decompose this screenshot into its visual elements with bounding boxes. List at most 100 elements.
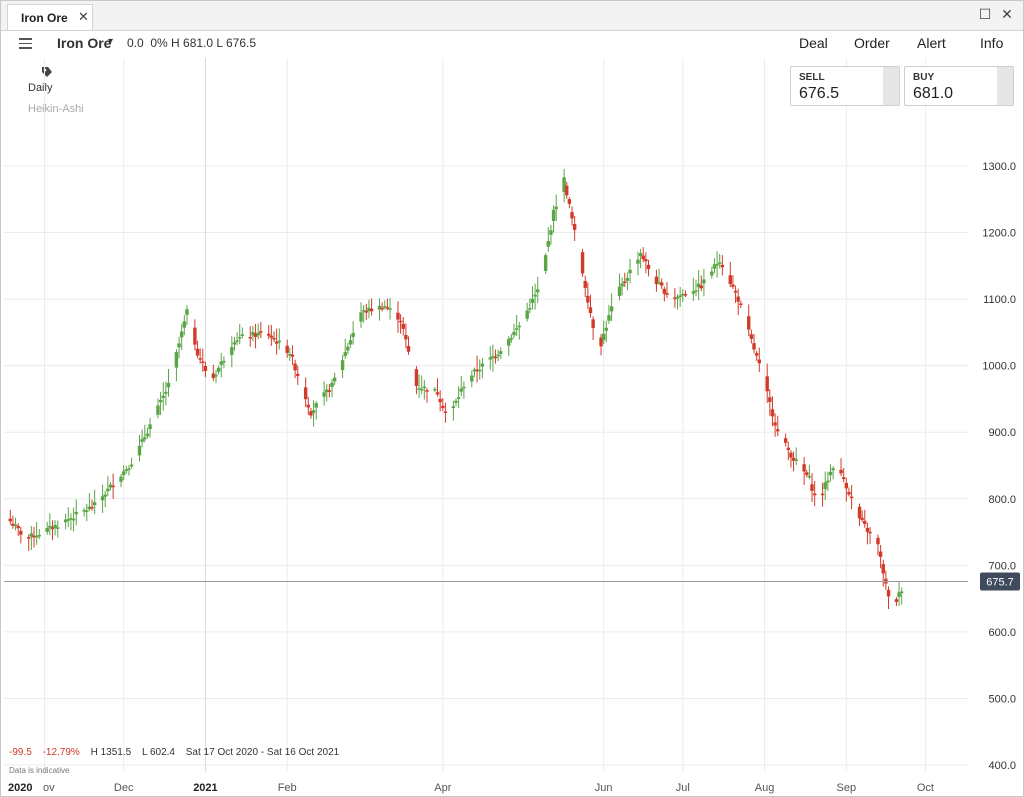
buy-button[interactable]: BUY 681.0: [904, 66, 1014, 106]
buy-label: BUY: [913, 72, 935, 83]
candle-body: [749, 334, 754, 339]
candle-body: [216, 367, 221, 372]
candle-body: [346, 346, 350, 351]
close-tab-icon[interactable]: ✕: [78, 9, 89, 24]
candle-body: [660, 282, 664, 286]
candle-body: [425, 390, 429, 392]
candle-body: [34, 535, 39, 538]
candle-body: [863, 520, 867, 524]
candle-body: [406, 345, 411, 352]
candle-body: [119, 476, 123, 482]
x-tick-label: 2020: [8, 782, 32, 794]
info-button[interactable]: Info: [980, 35, 1004, 51]
candle-body: [129, 464, 134, 467]
tab-iron-ore[interactable]: Iron Ore ✕: [7, 4, 93, 30]
candle-body: [662, 288, 667, 294]
candle-body: [174, 352, 179, 368]
candle-body: [459, 388, 463, 392]
candle-body: [367, 307, 371, 312]
candle-body: [240, 334, 245, 336]
candle-body: [383, 306, 387, 308]
candle-body: [699, 285, 703, 289]
candle-body: [71, 518, 76, 521]
x-tick-label: ov: [43, 782, 55, 794]
candle-body: [712, 264, 717, 269]
candle-body: [143, 437, 147, 440]
candle-body: [285, 345, 289, 353]
buy-button-strip: [997, 67, 1013, 105]
candle-body: [609, 306, 614, 312]
alert-button[interactable]: Alert: [917, 35, 946, 51]
toolbar: Iron Ore ▾ 0.0 0% H 681.0 L 676.5 Deal O…: [1, 31, 1023, 77]
candle-body: [388, 308, 392, 310]
candle-body: [251, 332, 255, 336]
candle-body: [161, 395, 165, 398]
candles: [8, 168, 904, 610]
x-tick-label: Feb: [278, 782, 297, 794]
candle-body: [63, 519, 68, 523]
candle-body: [69, 518, 73, 520]
candle-body: [747, 316, 751, 330]
candle-body: [385, 307, 390, 309]
candle-body: [82, 509, 86, 512]
chevron-down-icon[interactable]: ▾: [108, 36, 114, 47]
candle-body: [377, 305, 382, 310]
candle-body: [343, 352, 347, 357]
candle-body: [591, 319, 595, 329]
instrument-selector[interactable]: Iron Ore: [57, 35, 112, 51]
candle-body: [731, 284, 735, 287]
hamburger-menu-icon[interactable]: [19, 38, 32, 49]
candle-body: [127, 468, 131, 470]
candle-body: [641, 255, 645, 260]
candle-body: [694, 290, 698, 292]
x-tick-label: Jun: [595, 782, 613, 794]
candle-body: [841, 477, 846, 480]
candle-body: [857, 506, 862, 519]
candle-body: [177, 343, 181, 348]
candle-body: [29, 533, 34, 537]
deal-button[interactable]: Deal: [799, 35, 828, 51]
candle-body: [148, 424, 152, 430]
candle-body: [546, 240, 550, 247]
order-button[interactable]: Order: [854, 35, 890, 51]
candle-body: [586, 295, 590, 303]
candle-body: [288, 354, 292, 356]
period-change-pct: -12.79%: [42, 747, 80, 758]
x-tick-label: Jul: [676, 782, 690, 794]
candle-body: [580, 252, 585, 274]
sell-button[interactable]: SELL 676.5: [790, 66, 900, 106]
candle-body: [507, 339, 511, 346]
x-tick-label: 2021: [193, 782, 217, 794]
candle-body: [472, 369, 477, 372]
candle-body: [325, 389, 329, 393]
period-stats: -99.5 -12.79% H 1351.5 L 602.4 Sat 17 Oc…: [9, 747, 347, 758]
candle-body: [470, 375, 474, 382]
candle-body: [253, 333, 258, 337]
current-price-label: 675.7: [986, 577, 1014, 589]
maximize-icon[interactable]: ☐: [978, 6, 992, 22]
candle-body: [327, 390, 332, 392]
candle-body: [145, 433, 150, 437]
candle-body: [636, 259, 640, 264]
candle-body: [309, 411, 313, 416]
y-tick-label: 1300.0: [982, 161, 1016, 173]
candle-body: [422, 386, 427, 389]
candle-body: [638, 253, 643, 257]
candle-body: [478, 369, 482, 372]
y-tick-label: 900.0: [988, 427, 1016, 439]
x-tick-label: Aug: [755, 782, 775, 794]
candle-body: [865, 527, 870, 532]
candle-body: [551, 209, 556, 222]
candle-body: [420, 388, 424, 391]
candle-body: [340, 360, 345, 371]
candle-body: [810, 484, 814, 491]
candle-body: [32, 535, 36, 538]
candle-body: [166, 382, 171, 388]
candle-body: [158, 399, 163, 403]
candle-body: [675, 296, 680, 299]
candle-body: [604, 327, 609, 331]
candle-body: [404, 334, 408, 340]
close-window-icon[interactable]: ✕: [1001, 6, 1013, 22]
candle-body: [272, 337, 276, 340]
